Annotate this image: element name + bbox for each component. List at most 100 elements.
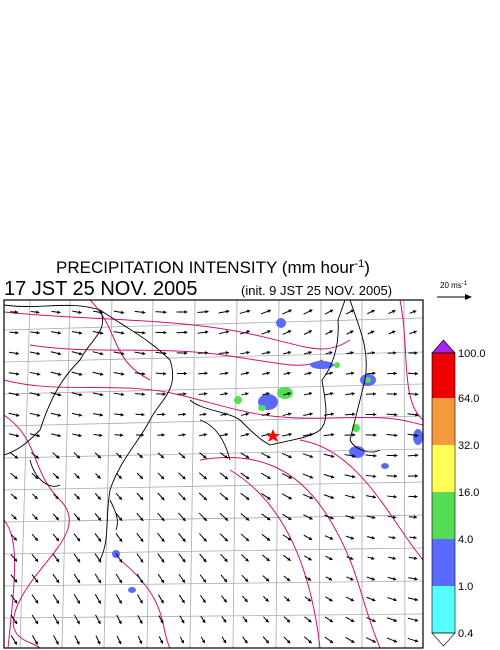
wind-vector — [345, 391, 355, 396]
wind-vector — [53, 635, 59, 645]
wind-vector — [261, 452, 271, 459]
wind-vector — [303, 412, 313, 416]
vector-head — [160, 475, 165, 480]
vector-head — [372, 371, 376, 376]
wind-vector — [134, 351, 146, 356]
vector-head — [414, 597, 418, 602]
wind-vector — [302, 432, 314, 437]
wind-vector — [282, 534, 292, 541]
wind-vector — [386, 392, 398, 396]
wind-vector — [241, 392, 249, 396]
vector-head — [267, 496, 271, 500]
vector-head — [372, 392, 376, 396]
vector-head — [288, 516, 292, 520]
vector-head — [414, 639, 419, 643]
vector-head — [139, 475, 143, 480]
vector-head — [161, 538, 165, 542]
vector-head — [224, 455, 228, 459]
wind-vector — [220, 412, 228, 417]
wind-vector — [409, 515, 417, 519]
vector-head — [34, 475, 39, 479]
vector-head — [330, 412, 334, 416]
vector-head — [118, 475, 122, 479]
title-text: PRECIPITATION INTENSITY (mm hour — [56, 258, 355, 277]
vector-head — [161, 517, 165, 522]
vector-head — [181, 619, 185, 624]
wind-vector — [366, 616, 376, 623]
wind-vector — [198, 533, 208, 542]
wind-vector — [52, 533, 60, 542]
wind-vector — [72, 433, 82, 438]
vector-head — [118, 517, 123, 521]
vector-head — [142, 310, 146, 315]
wind-vector — [386, 453, 398, 458]
coastlines — [4, 300, 381, 561]
wind-vector — [366, 351, 376, 355]
wind-vector — [324, 636, 334, 644]
vector-head — [329, 536, 334, 540]
vector-head — [245, 475, 250, 480]
vector-head — [118, 496, 122, 500]
wind-vector — [157, 433, 165, 437]
wind-vector — [303, 636, 313, 644]
wind-vector — [135, 412, 145, 417]
wind-vector — [325, 555, 333, 561]
wind-vector — [157, 532, 165, 543]
vector-head — [245, 392, 249, 396]
wind-vector — [73, 533, 81, 542]
wind-vector — [261, 350, 271, 355]
vector-head — [181, 454, 186, 459]
vector-head — [97, 579, 101, 584]
vector-head — [330, 516, 334, 520]
vector-head — [245, 455, 250, 459]
wind-vector — [136, 553, 144, 563]
wind-vector — [114, 433, 124, 437]
vector-head — [205, 309, 209, 314]
vector-head — [288, 454, 292, 459]
wind-vector — [240, 492, 250, 501]
wind-vector — [366, 371, 376, 376]
wind-vector — [325, 351, 333, 355]
wind-vector — [365, 453, 377, 458]
vector-head — [13, 495, 17, 500]
vector-head — [350, 371, 355, 376]
vector-head — [97, 558, 102, 563]
vector-head — [99, 413, 103, 417]
wind-vector — [135, 392, 145, 396]
wind-vector — [53, 493, 59, 500]
wind-vector — [92, 310, 104, 315]
wind-vector — [407, 597, 419, 602]
vector-head — [76, 558, 81, 563]
wind-vector — [219, 350, 229, 355]
vector-head — [394, 453, 398, 458]
wind-vector — [346, 351, 354, 355]
vector-head — [415, 453, 419, 458]
wind-vector — [304, 555, 312, 561]
vector-head — [372, 618, 376, 623]
vector-head — [118, 579, 122, 584]
wind-vector — [179, 615, 185, 624]
valid-time: 17 JST 25 NOV. 2005 — [4, 278, 197, 300]
vector-head — [392, 556, 396, 560]
vector-head — [203, 558, 207, 563]
wind-vector — [283, 596, 291, 602]
vector-head — [224, 392, 228, 396]
vector-head — [97, 538, 102, 542]
wind-vector — [344, 412, 356, 417]
wind-vector — [157, 573, 165, 584]
wind-vector — [73, 452, 81, 459]
vector-head — [121, 372, 125, 376]
vector-head — [163, 330, 167, 335]
wind-vector — [50, 371, 62, 376]
vector-head — [224, 496, 229, 501]
wind-vector — [113, 371, 125, 376]
wind-vector — [221, 636, 227, 644]
vector-head — [372, 639, 376, 643]
wind-vector — [29, 392, 41, 397]
wind-vector — [344, 474, 356, 479]
wind-vector — [31, 573, 39, 584]
wind-vector — [386, 433, 398, 438]
vector-head — [309, 495, 313, 500]
wind-vector — [197, 330, 209, 334]
vector-head — [202, 599, 206, 603]
